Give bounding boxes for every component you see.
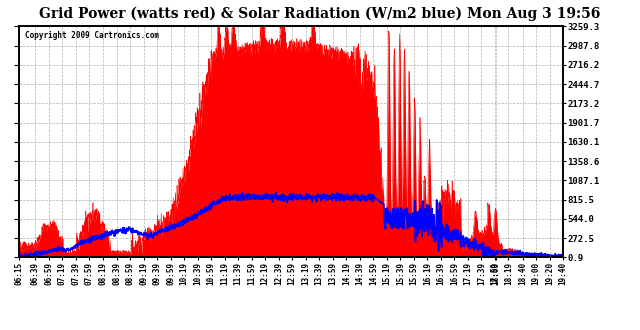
Text: Copyright 2009 Cartronics.com: Copyright 2009 Cartronics.com — [25, 31, 159, 40]
Text: Grid Power (watts red) & Solar Radiation (W/m2 blue) Mon Aug 3 19:56: Grid Power (watts red) & Solar Radiation… — [39, 7, 601, 21]
